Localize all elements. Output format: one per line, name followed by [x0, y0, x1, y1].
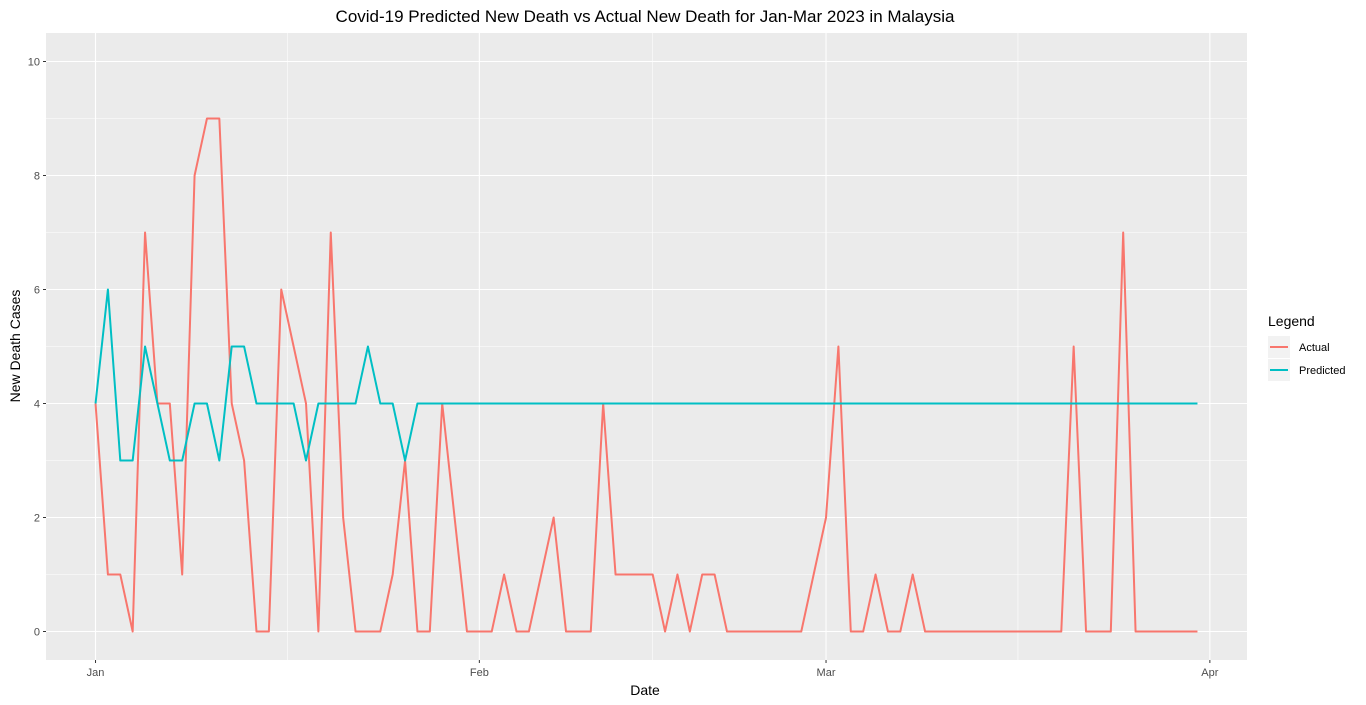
- y-tick-label: 4: [34, 399, 40, 411]
- x-tick-label: Apr: [1201, 667, 1218, 679]
- x-tick-label: Mar: [817, 667, 836, 679]
- series-line-actual: [94, 117, 1198, 633]
- y-axis-ticks: 0 2 4 6 8 10: [28, 57, 46, 639]
- y-tick-label: 8: [34, 171, 40, 183]
- chart-title: Covid-19 Predicted New Death vs Actual N…: [336, 7, 955, 26]
- grid-minor: [46, 33, 1247, 660]
- series-lines: [94, 117, 1198, 633]
- y-tick-label: 0: [34, 627, 40, 639]
- x-axis-title: Date: [630, 682, 660, 698]
- y-tick-label: 2: [34, 513, 40, 525]
- legend-label-predicted: Predicted: [1299, 365, 1345, 377]
- y-tick-label: 10: [28, 57, 40, 69]
- x-tick-label: Jan: [87, 667, 105, 679]
- legend-items: Actual Predicted: [1268, 336, 1345, 381]
- legend: Legend Actual Predicted: [1268, 313, 1345, 381]
- y-tick-label: 6: [34, 285, 40, 297]
- legend-title: Legend: [1268, 313, 1315, 329]
- x-axis-ticks: Jan Feb Mar Apr: [87, 660, 1219, 679]
- legend-label-actual: Actual: [1299, 342, 1330, 354]
- series-line-predicted: [94, 288, 1198, 462]
- y-axis-title: New Death Cases: [7, 290, 23, 403]
- x-tick-label: Feb: [470, 667, 489, 679]
